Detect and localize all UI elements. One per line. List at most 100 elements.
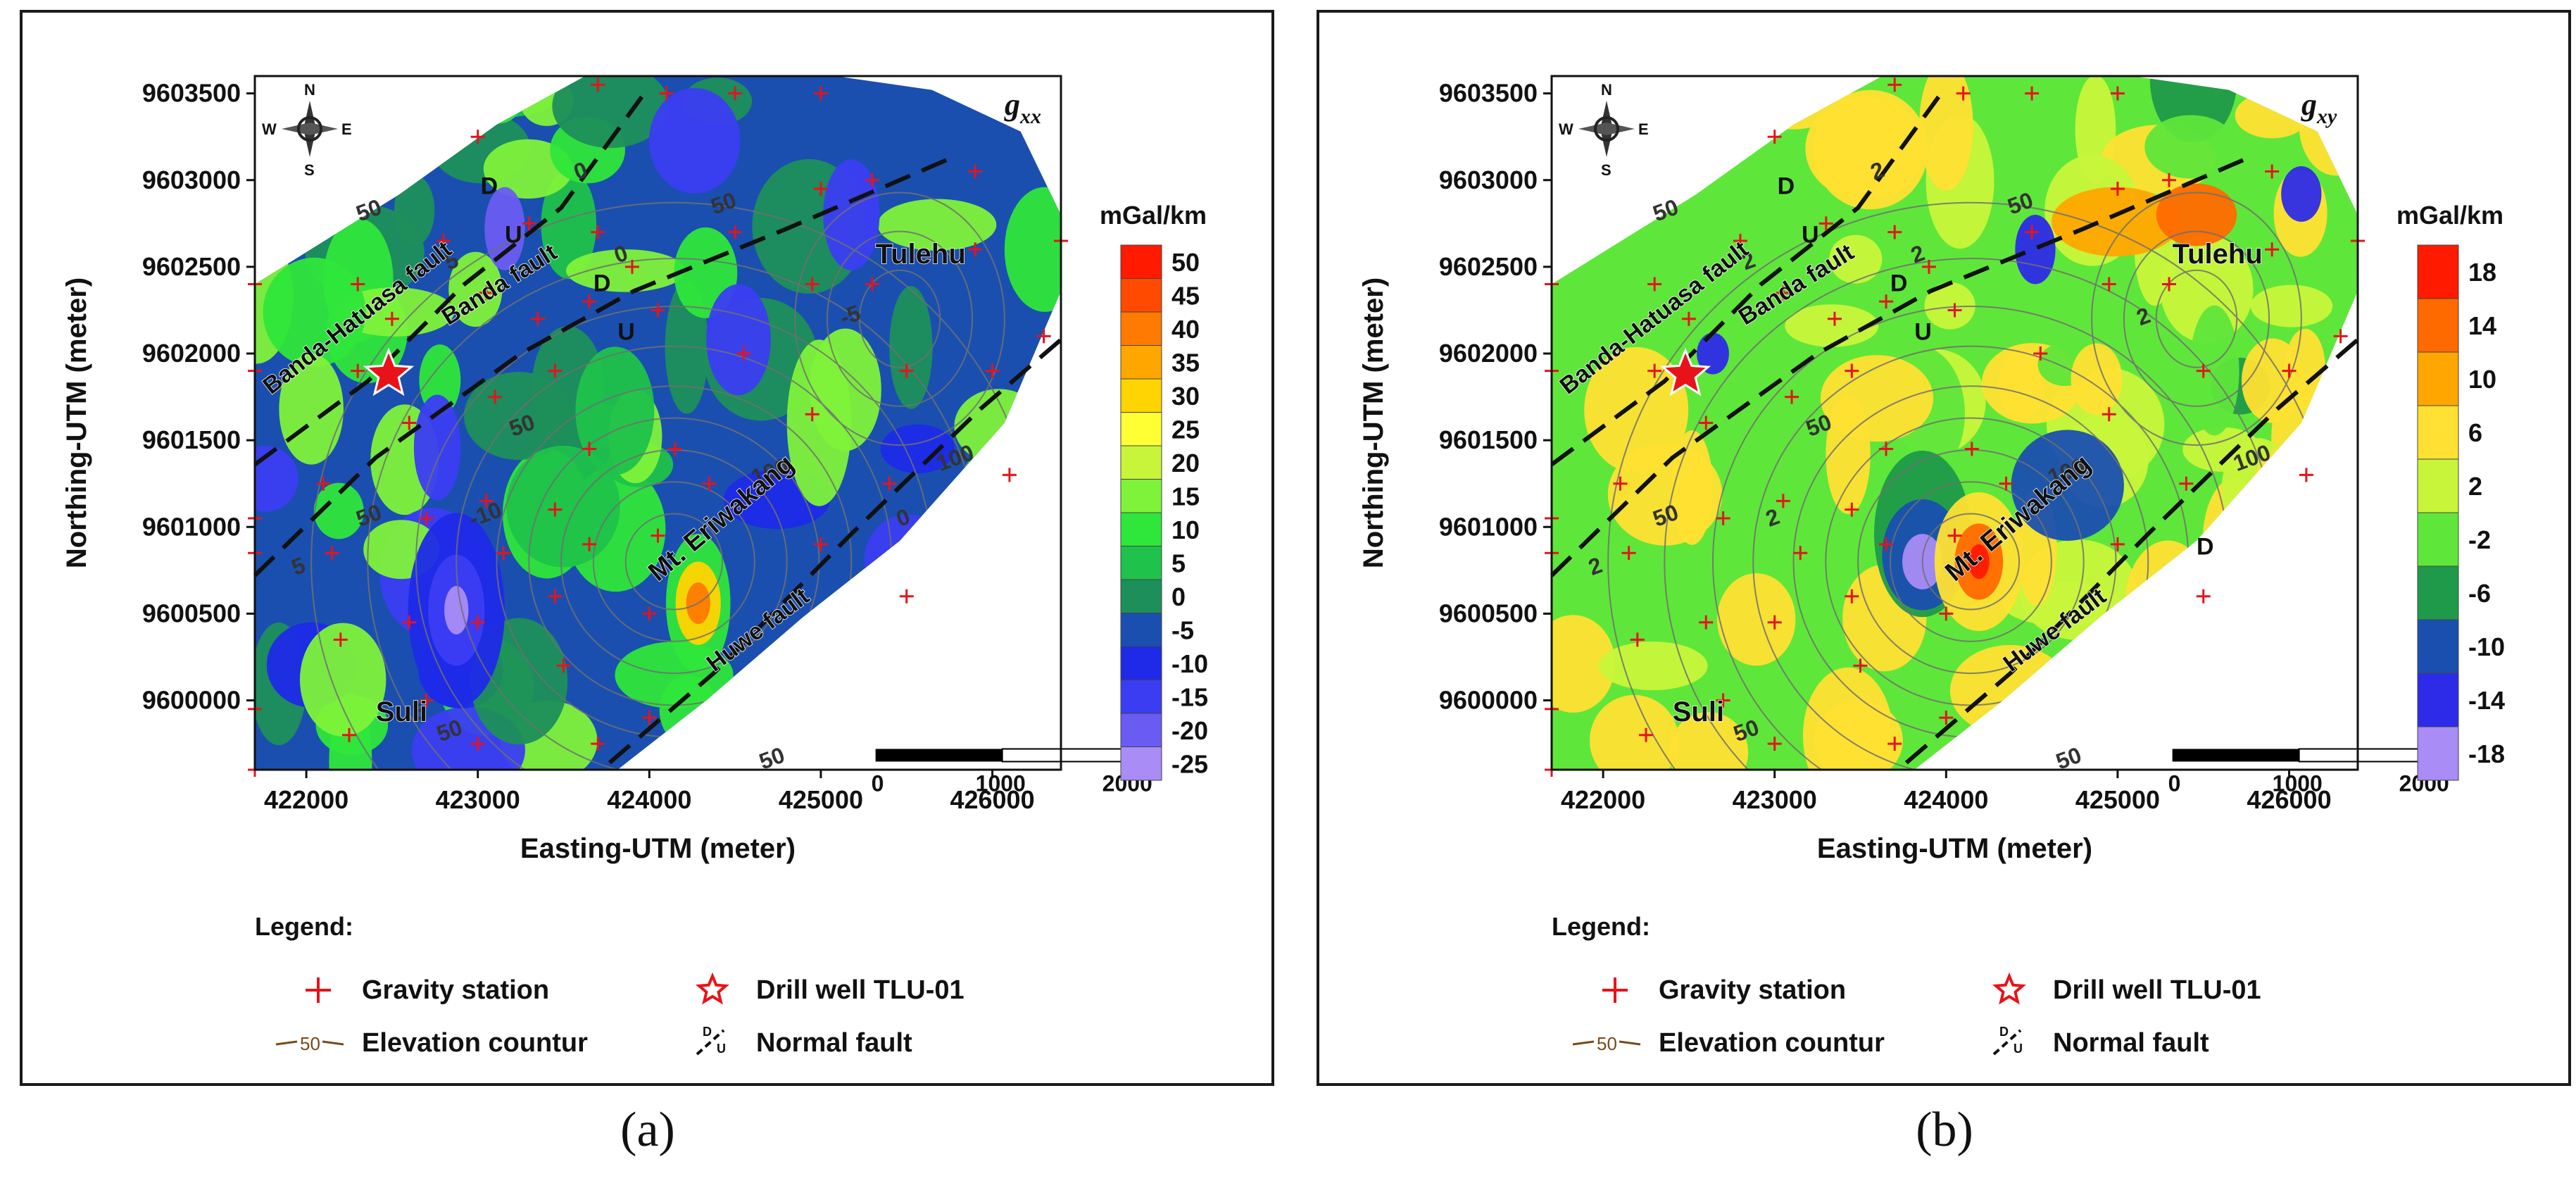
colorbar-label: -20 bbox=[1171, 716, 1208, 745]
gravity-station bbox=[402, 415, 417, 430]
gravity-station bbox=[2299, 468, 2313, 482]
gravity-station bbox=[582, 537, 597, 551]
legend-label: Normal fault bbox=[756, 1028, 912, 1058]
anomaly-patch bbox=[1814, 700, 1903, 770]
gravity-station bbox=[548, 502, 563, 517]
caption-a: (a) bbox=[620, 1103, 675, 1157]
gravity-station bbox=[1947, 528, 1962, 543]
y-tick-label: 9603000 bbox=[142, 165, 241, 194]
legend-label: Gravity station bbox=[1659, 975, 1846, 1005]
anomaly-patch bbox=[959, 561, 1045, 651]
scale-tick-label: 1000 bbox=[976, 770, 1026, 796]
colorbar-label: 50 bbox=[1171, 248, 1200, 277]
gravity-station bbox=[591, 737, 605, 751]
legend-label: Elevation countur bbox=[362, 1028, 588, 1058]
y-tick-label: 9602500 bbox=[142, 252, 241, 281]
y-tick-label: 9601000 bbox=[1439, 512, 1538, 541]
gravity-stations bbox=[248, 77, 1068, 777]
legend-star-icon bbox=[1992, 972, 2026, 1005]
colorbar-label: 14 bbox=[2468, 311, 2496, 340]
fault-lines bbox=[253, 95, 1062, 765]
colorbar-label: 5 bbox=[1171, 549, 1186, 577]
gravity-station bbox=[899, 363, 914, 378]
gravity-station bbox=[1845, 502, 1859, 517]
gravity-station bbox=[419, 693, 434, 708]
gravity-station bbox=[813, 86, 828, 101]
gravity-station bbox=[642, 606, 657, 621]
gravity-station bbox=[488, 389, 503, 404]
gravity-station bbox=[642, 711, 657, 725]
place-label: Tulehu bbox=[876, 239, 966, 270]
gravity-station bbox=[325, 546, 339, 561]
gravity-station bbox=[813, 537, 828, 551]
gravity-station bbox=[591, 225, 605, 239]
colorbar-swatch bbox=[1120, 579, 1162, 613]
colorbar-swatch bbox=[2417, 619, 2459, 674]
colorbar-swatch bbox=[1120, 412, 1162, 446]
fault-line bbox=[253, 157, 949, 577]
legend-contour-sample: 50 bbox=[1597, 1033, 1617, 1054]
compass-icon: N S E W bbox=[262, 81, 352, 179]
gravity-station bbox=[351, 363, 365, 378]
colorbar-swatch bbox=[1120, 345, 1162, 380]
gravity-station bbox=[1621, 546, 1636, 561]
fault-lines bbox=[1550, 95, 2359, 765]
colorbar-label: 10 bbox=[1171, 515, 1200, 544]
anomaly-patch bbox=[1820, 355, 1934, 442]
legend-station-icon bbox=[306, 977, 331, 1003]
colorbar-swatch bbox=[2417, 565, 2459, 620]
gravity-station bbox=[591, 77, 605, 92]
fault-throw-label: U bbox=[1802, 221, 1819, 248]
map-panel-gxx: 50 50 50 100 100 50 50 50 0 0 5 5 -10 -5 5 0 D U D U Banda-H… bbox=[20, 10, 1274, 1086]
gravity-station bbox=[1767, 737, 1782, 751]
place-label: Tulehu bbox=[2173, 239, 2263, 270]
colorbar-label: 25 bbox=[1171, 415, 1200, 444]
anomaly-patch bbox=[2189, 305, 2239, 436]
gravity-station bbox=[1818, 216, 1833, 231]
gravity-station bbox=[2162, 277, 2177, 292]
anomaly-patch bbox=[2015, 215, 2056, 285]
gravity-station bbox=[667, 442, 682, 456]
legend-title: Legend: bbox=[1552, 912, 1650, 941]
compass-s: S bbox=[304, 161, 315, 179]
component-label: gxy bbox=[2301, 87, 2337, 128]
gravity-station bbox=[470, 737, 485, 751]
y-tick-label: 9602000 bbox=[1439, 339, 1538, 368]
colorbar-label: 15 bbox=[1171, 482, 1200, 511]
anomaly-patch bbox=[444, 585, 469, 635]
legend-label: Gravity station bbox=[362, 975, 549, 1005]
anomaly-patch bbox=[2034, 671, 2102, 739]
gravity-station bbox=[1733, 233, 1747, 248]
fault-throw-label: D bbox=[481, 173, 498, 199]
fault-throw-label: U bbox=[617, 318, 635, 345]
anomaly-patch bbox=[889, 286, 933, 409]
gravity-station bbox=[2282, 363, 2297, 378]
anomaly-patch bbox=[2179, 617, 2279, 748]
fault-line bbox=[1550, 157, 2246, 577]
y-tick-label: 9602500 bbox=[1439, 252, 1538, 281]
legend-label: Drill well TLU-01 bbox=[756, 975, 965, 1005]
gravity-station bbox=[1939, 606, 1954, 621]
drill-well-star bbox=[363, 347, 415, 396]
place-label: Suli bbox=[1673, 696, 1724, 727]
gravity-station bbox=[985, 363, 1000, 378]
x-tick-label: 426000 bbox=[2247, 785, 2331, 814]
gravity-station bbox=[1002, 468, 1017, 482]
gravity-station bbox=[496, 546, 511, 561]
colorbar-unit: mGal/km bbox=[2396, 201, 2503, 230]
colorbar-label: 40 bbox=[1171, 315, 1200, 344]
gravity-station bbox=[2162, 173, 2177, 187]
compass-w: W bbox=[262, 120, 277, 138]
anomaly-patch bbox=[1924, 282, 1975, 330]
scale-tick-label: 0 bbox=[2168, 770, 2181, 796]
scale-tick-label: 0 bbox=[872, 770, 884, 796]
colorbar-swatch bbox=[1120, 646, 1162, 680]
y-tick-label: 9602000 bbox=[142, 339, 241, 368]
colorbar-swatch bbox=[1120, 278, 1162, 313]
colorbar-swatch bbox=[1120, 445, 1162, 480]
colorbar-label: -5 bbox=[1171, 616, 1194, 644]
anomaly-patch bbox=[1589, 694, 1679, 770]
anomaly-patch bbox=[1001, 448, 1046, 494]
legend-fault-u: U bbox=[2013, 1042, 2023, 1056]
legend: Legend: Gravity station Drill well TLU-01 5… bbox=[1552, 912, 2261, 1058]
